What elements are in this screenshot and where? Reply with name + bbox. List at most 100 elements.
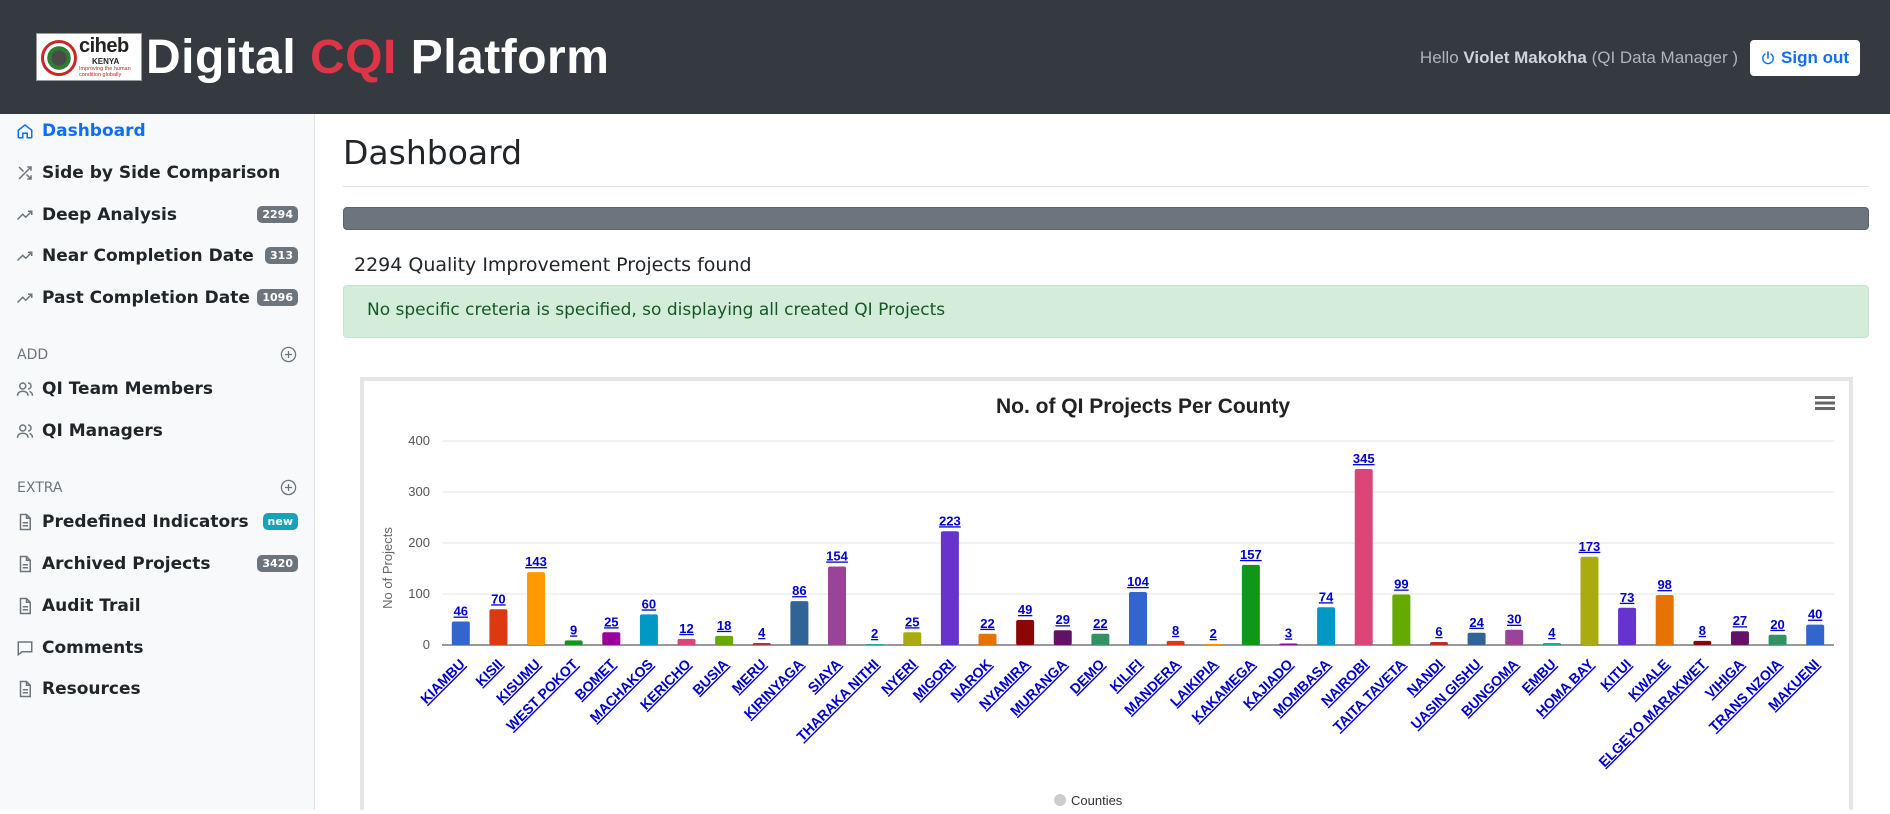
- data-label: 22: [980, 616, 994, 631]
- sidebar-item-label: Predefined Indicators: [42, 512, 249, 532]
- data-label: 18: [717, 618, 731, 633]
- bar: [865, 643, 884, 645]
- hamburger-menu-icon[interactable]: [1815, 395, 1835, 411]
- bar: [451, 621, 470, 645]
- brand-accent: CQI: [310, 30, 397, 84]
- x-tick-label: KIAMBU: [417, 656, 468, 707]
- sidebar-item-label: QI Managers: [42, 421, 163, 441]
- data-label: 73: [1620, 590, 1634, 605]
- data-label: 70: [491, 591, 505, 606]
- data-label: 104: [1127, 574, 1149, 589]
- bar: [1241, 564, 1260, 645]
- data-label: 99: [1394, 577, 1408, 592]
- data-label: 2: [871, 626, 878, 641]
- sidebar-item-qi-managers[interactable]: QI Managers: [16, 417, 298, 445]
- sidebar-item-label: Near Completion Date: [42, 246, 254, 266]
- data-label: 27: [1733, 613, 1747, 628]
- extra-section-heading: EXTRA: [17, 479, 297, 496]
- shuffle-icon: [18, 166, 32, 180]
- ciheb-logo[interactable]: ciheb KENYA Improving the human conditio…: [36, 33, 142, 81]
- bar: [1354, 469, 1373, 645]
- y-tick-label: 400: [408, 433, 430, 448]
- sidebar-item-comments[interactable]: Comments: [16, 634, 298, 662]
- bar: [1768, 634, 1787, 645]
- data-label: 8: [1172, 623, 1179, 638]
- new-badge: new: [262, 513, 298, 530]
- file-icon: [19, 555, 31, 573]
- bar: [1505, 629, 1524, 645]
- logo-subtext: KENYA: [92, 57, 120, 66]
- logo-emblem-icon: [41, 40, 77, 76]
- sign-out-button[interactable]: Sign out: [1750, 40, 1860, 76]
- data-label: 74: [1319, 589, 1334, 604]
- sidebar-item-label: Dashboard: [42, 121, 146, 141]
- chart-title: No. of QI Projects Per County: [996, 395, 1290, 418]
- logo-text: ciheb: [79, 35, 129, 57]
- sidebar-item-label: QI Team Members: [42, 379, 214, 399]
- data-label: 12: [679, 621, 693, 636]
- extra-heading-label: EXTRA: [17, 479, 63, 496]
- data-label: 40: [1808, 607, 1822, 622]
- sidebar-item-audit-trail[interactable]: Audit Trail: [16, 592, 298, 620]
- data-label: 8: [1699, 623, 1706, 638]
- bar: [1693, 640, 1712, 645]
- plus-circle-icon[interactable]: [280, 479, 297, 496]
- data-label: 223: [939, 513, 961, 528]
- data-label: 49: [1018, 602, 1032, 617]
- bar: [639, 614, 658, 645]
- sidebar-item-dashboard[interactable]: Dashboard: [16, 117, 298, 145]
- bar: [1392, 594, 1411, 645]
- brand-title[interactable]: Digital CQI Platform: [146, 30, 609, 85]
- bar: [1016, 620, 1035, 645]
- legend-marker: [1054, 794, 1066, 806]
- sidebar-item-predefined-indicators[interactable]: Predefined Indicators new: [16, 508, 298, 536]
- sidebar-item-label: Deep Analysis: [42, 205, 177, 225]
- bar: [1204, 643, 1223, 645]
- count-badge: 1096: [257, 289, 298, 306]
- bar: [677, 638, 696, 645]
- data-label: 60: [642, 596, 656, 611]
- sidebar-item-side-by-side[interactable]: Side by Side Comparison: [16, 159, 298, 187]
- bar: [1429, 641, 1448, 645]
- sidebar-item-past-completion[interactable]: Past Completion Date 1096: [16, 284, 298, 312]
- sidebar-item-qi-team-members[interactable]: QI Team Members: [16, 375, 298, 403]
- comment-icon: [17, 641, 33, 657]
- power-icon: [1762, 51, 1774, 65]
- y-tick-label: 100: [408, 586, 430, 601]
- y-tick-label: 300: [408, 484, 430, 499]
- add-section-heading: ADD: [17, 346, 297, 363]
- users-icon: [16, 424, 34, 438]
- data-label: 22: [1093, 616, 1107, 631]
- users-icon: [16, 382, 34, 396]
- data-label: 25: [905, 614, 919, 629]
- bar: [1580, 556, 1599, 645]
- sidebar-item-label: Audit Trail: [42, 596, 141, 616]
- bar: [1655, 595, 1674, 645]
- sidebar-item-label: Past Completion Date: [42, 288, 250, 308]
- bar: [715, 635, 734, 645]
- data-label: 30: [1507, 612, 1521, 627]
- data-label: 25: [604, 614, 618, 629]
- sidebar-item-deep-analysis[interactable]: Deep Analysis 2294: [16, 201, 298, 229]
- sidebar-item-archived-projects[interactable]: Archived Projects 3420: [16, 550, 298, 578]
- user-area: Hello Violet Makokha (QI Data Manager ) …: [1420, 40, 1860, 76]
- bar: [790, 601, 809, 645]
- data-label: 143: [525, 554, 547, 569]
- bar: [602, 632, 621, 645]
- data-label: 4: [1548, 625, 1556, 640]
- divider: [343, 186, 1869, 187]
- sidebar-item-resources[interactable]: Resources: [16, 675, 298, 703]
- file-icon: [19, 597, 31, 615]
- bar: [1806, 624, 1825, 645]
- bar: [1129, 591, 1147, 645]
- brand-post: Platform: [396, 30, 610, 84]
- home-icon: [17, 124, 33, 139]
- data-label: 9: [570, 622, 577, 637]
- data-label: 29: [1056, 612, 1070, 627]
- bar: [752, 642, 771, 645]
- bar: [1542, 642, 1561, 645]
- trend-icon: [16, 251, 33, 262]
- sidebar-item-near-completion[interactable]: Near Completion Date 313: [16, 242, 298, 270]
- brand-pre: Digital: [146, 30, 311, 84]
- plus-circle-icon[interactable]: [280, 346, 297, 363]
